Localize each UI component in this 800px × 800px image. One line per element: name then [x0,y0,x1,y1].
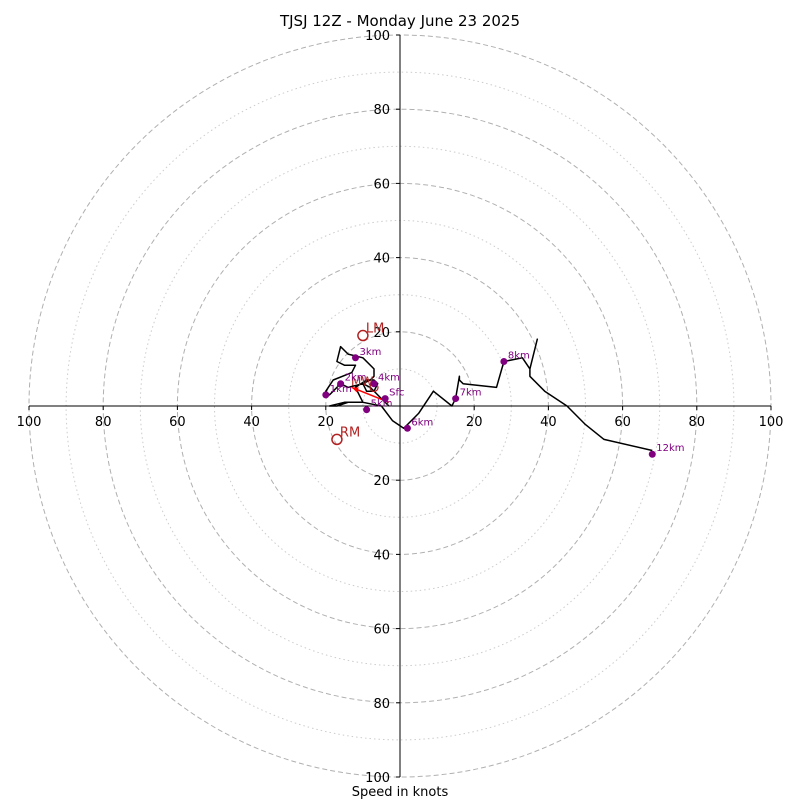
y-tick-label: 60 [373,623,390,638]
height-label-2km: 2km [345,373,367,384]
y-tick-label: 40 [373,548,390,563]
tick-labels: 100 80 60 40 20 20 40 60 80 100 100 80 60 40 20 20 40 60 8… [17,29,784,786]
rm-storm-marker [331,433,343,446]
height-label-3km: 3km [359,347,381,358]
x-axis-label: Speed in knots [352,785,449,800]
height-label-12km: 12km [656,443,684,454]
height-point-6km [403,424,411,432]
axes [29,35,771,777]
height-label-sfc: Sfc [389,388,404,399]
height-point-8km [500,357,508,365]
wind-trace [325,338,653,452]
rm-storm-label: RM [340,425,360,440]
chart-title: TJSJ 12Z - Monday June 23 2025 [279,12,520,30]
y-tick-label: 60 [373,177,390,192]
height-point-12km [648,450,656,458]
y-tick-label: 100 [365,771,390,786]
height-point-7km [452,395,460,403]
y-tick-label: 80 [373,103,390,118]
height-point-5km [363,406,371,414]
x-tick-label: 100 [759,415,784,430]
x-tick-label: 80 [95,415,112,430]
mean-wind-label: MW [351,374,373,388]
height-label-1km: 1km [330,384,352,395]
height-point-4km [370,380,378,388]
y-tick-label: 20 [373,474,390,489]
height-label-5km: 5km [371,399,393,410]
x-tick-label: 40 [540,415,557,430]
height-label-4km: 4km [378,373,400,384]
x-tick-label: 60 [614,415,631,430]
x-tick-label: 20 [318,415,335,430]
height-point-1km [322,391,330,399]
height-point-2km [337,380,345,388]
lm-storm-label: LM [366,322,384,337]
hodograph-line [325,338,653,452]
y-tick-label: 20 [373,326,390,341]
lm-storm-marker [357,329,369,342]
x-tick-label: 20 [466,415,483,430]
shear-arrow-head [351,387,359,393]
height-label-6km: 6km [411,417,433,428]
y-tick-label: 40 [373,252,390,267]
x-tick-label: 40 [243,415,260,430]
height-label-7km: 7km [460,388,482,399]
x-tick-label: 60 [169,415,186,430]
height-point-3km [351,354,359,362]
height-point-sfc [381,395,389,403]
height-label-8km: 8km [508,350,530,361]
storm-motion-markers: LM RM MW [331,322,390,446]
x-tick-label: 80 [689,415,706,430]
y-tick-label: 80 [373,697,390,712]
y-tick-label: 100 [365,29,390,44]
x-tick-label: 100 [17,415,42,430]
